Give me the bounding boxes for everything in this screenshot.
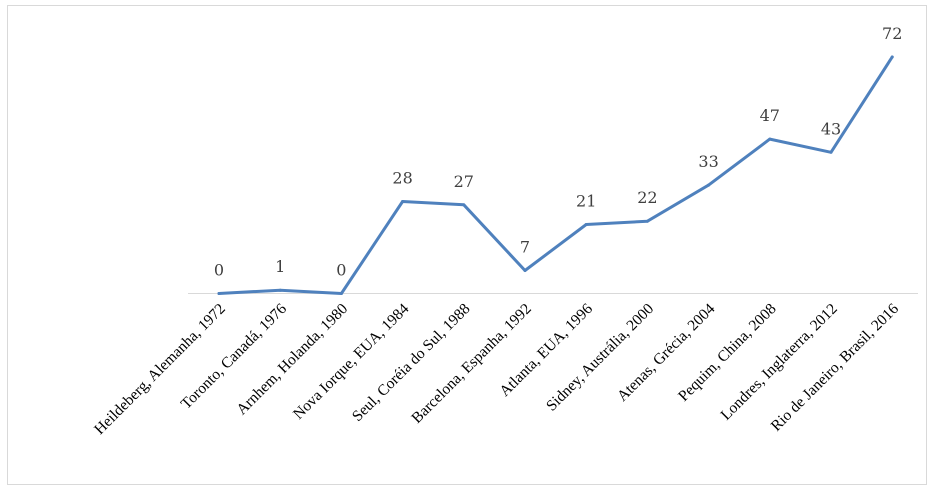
data-label: 28 [392, 169, 412, 188]
data-label: 0 [214, 261, 224, 280]
series-layer [217, 55, 894, 295]
data-point [829, 150, 833, 154]
x-tick-label: Rio de Janeiro, Brasil, 2016 [768, 300, 903, 435]
x-tick-label: Toronto, Canadá, 1976 [178, 300, 290, 412]
data-label-layer: 0 1 0 28 27 7 21 22 33 47 43 72 [214, 24, 902, 280]
data-point [890, 55, 894, 59]
data-point [401, 200, 405, 204]
x-tick-label: Sidney, Austrália, 2000 [543, 300, 657, 414]
x-tick-label: Barcelona, Espanha, 1992 [408, 300, 534, 426]
x-tick-label: Londres, Inglaterra, 2012 [717, 300, 840, 423]
data-label: 47 [760, 106, 780, 125]
data-point [768, 137, 772, 141]
data-point [707, 183, 711, 187]
x-tick-label: Arnhem, Holanda, 1980 [233, 300, 351, 418]
chart-frame [7, 5, 927, 485]
series-line [217, 55, 894, 295]
data-label: 33 [698, 152, 718, 171]
data-label: 72 [882, 24, 902, 43]
data-label: 21 [576, 192, 596, 211]
data-point [523, 269, 527, 273]
data-label: 27 [454, 172, 474, 191]
data-label: 43 [821, 119, 841, 138]
data-point [645, 219, 649, 223]
data-point [217, 292, 221, 295]
data-point [462, 203, 466, 207]
data-point [278, 288, 282, 292]
data-point [584, 223, 588, 227]
data-label: 22 [637, 188, 657, 207]
data-label: 0 [336, 261, 346, 280]
data-label: 1 [275, 257, 285, 276]
x-tick-label: Seul, Coréia do Sul, 1988 [349, 300, 474, 425]
x-tick-label: Nova Iorque, EUA, 1984 [290, 300, 413, 423]
data-point [339, 292, 343, 295]
data-label: 7 [520, 238, 530, 257]
